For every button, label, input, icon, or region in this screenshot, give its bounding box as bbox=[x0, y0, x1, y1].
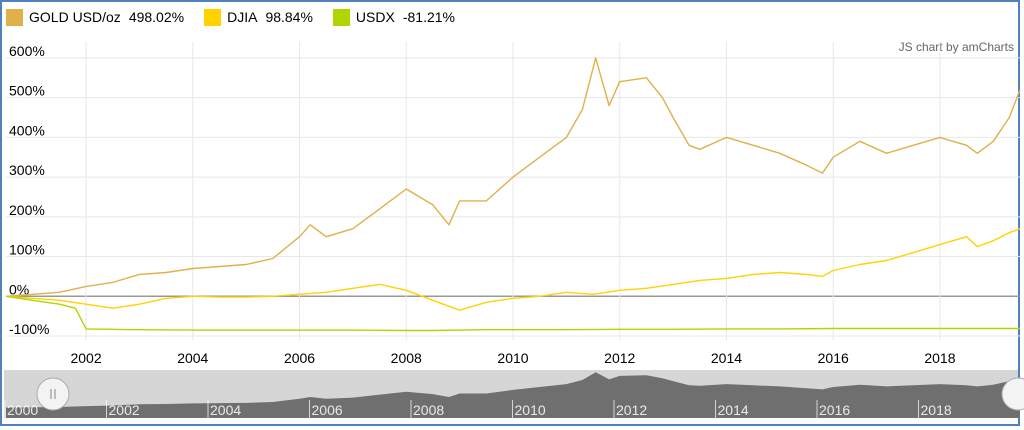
x-tick-label: 2018 bbox=[924, 350, 955, 366]
legend-value-gold: 498.02% bbox=[128, 9, 185, 25]
series-lines bbox=[5, 57, 1021, 332]
y-tick-label: -100% bbox=[9, 321, 49, 337]
legend-label-djia: DJIA bbox=[227, 9, 258, 25]
legend: GOLD USD/oz 498.02% DJIA 98.84% USDX -81… bbox=[6, 6, 475, 28]
scrollbar-navigator[interactable]: 2000 2002 2004 2006 2008 2010 2012 2014 2016 2018 bbox=[4, 370, 1024, 418]
x-tick-label: 2016 bbox=[818, 350, 849, 366]
y-tick-label: 0% bbox=[9, 281, 29, 297]
y-tick-label: 100% bbox=[9, 242, 45, 258]
amcharts-credit[interactable]: JS chart by amCharts bbox=[898, 40, 1014, 54]
series-line-djia[interactable] bbox=[5, 228, 1021, 311]
legend-label-gold: GOLD USD/oz bbox=[29, 9, 121, 25]
navigator-right-handle[interactable] bbox=[1001, 377, 1024, 411]
navigator-tick-label: 2004 bbox=[210, 402, 241, 418]
y-axis-ticks: 600% 500% 400% 300% 200% 100% 0% -100% bbox=[9, 43, 49, 337]
navigator-tick-label: 2018 bbox=[921, 402, 952, 418]
x-tick-label: 2014 bbox=[711, 350, 742, 366]
legend-item-djia[interactable]: DJIA 98.84% bbox=[204, 8, 313, 26]
navigator-tick-label: 2000 bbox=[7, 402, 38, 418]
navigator-left-handle[interactable] bbox=[36, 377, 70, 411]
x-tick-label: 2012 bbox=[604, 350, 635, 366]
y-tick-label: 600% bbox=[9, 43, 45, 59]
legend-item-usdx[interactable]: USDX -81.21% bbox=[332, 8, 455, 26]
series-line-usdx[interactable] bbox=[5, 295, 1020, 332]
legend-value-djia: 98.84% bbox=[265, 9, 313, 25]
navigator-tick-label: 2002 bbox=[109, 402, 140, 418]
navigator-tick-label: 2012 bbox=[616, 402, 647, 418]
navigator-tick-label: 2010 bbox=[515, 402, 546, 418]
legend-value-usdx: -81.21% bbox=[402, 9, 455, 25]
y-tick-label: 300% bbox=[9, 162, 45, 178]
legend-item-gold[interactable]: GOLD USD/oz 498.02% bbox=[6, 8, 185, 26]
x-tick-label: 2002 bbox=[70, 350, 101, 366]
legend-label-usdx: USDX bbox=[355, 9, 395, 25]
x-tick-label: 2004 bbox=[177, 350, 208, 366]
grid bbox=[6, 42, 1020, 340]
navigator-tick-label: 2014 bbox=[718, 402, 749, 418]
y-tick-label: 200% bbox=[9, 202, 45, 218]
legend-swatch-gold bbox=[6, 8, 23, 26]
x-tick-label: 2008 bbox=[391, 350, 422, 366]
navigator-tick-label: 2008 bbox=[413, 402, 444, 418]
navigator-area bbox=[6, 372, 1020, 418]
x-tick-label: 2006 bbox=[284, 350, 315, 366]
series-line-gold[interactable] bbox=[5, 57, 1021, 297]
navigator-tick-label: 2016 bbox=[819, 402, 850, 418]
y-tick-label: 500% bbox=[9, 83, 45, 99]
x-tick-label: 2010 bbox=[497, 350, 528, 366]
legend-swatch-djia bbox=[204, 8, 222, 26]
y-tick-label: 400% bbox=[9, 122, 45, 138]
navigator-tick-label: 2006 bbox=[312, 402, 343, 418]
legend-swatch-usdx bbox=[332, 8, 350, 26]
